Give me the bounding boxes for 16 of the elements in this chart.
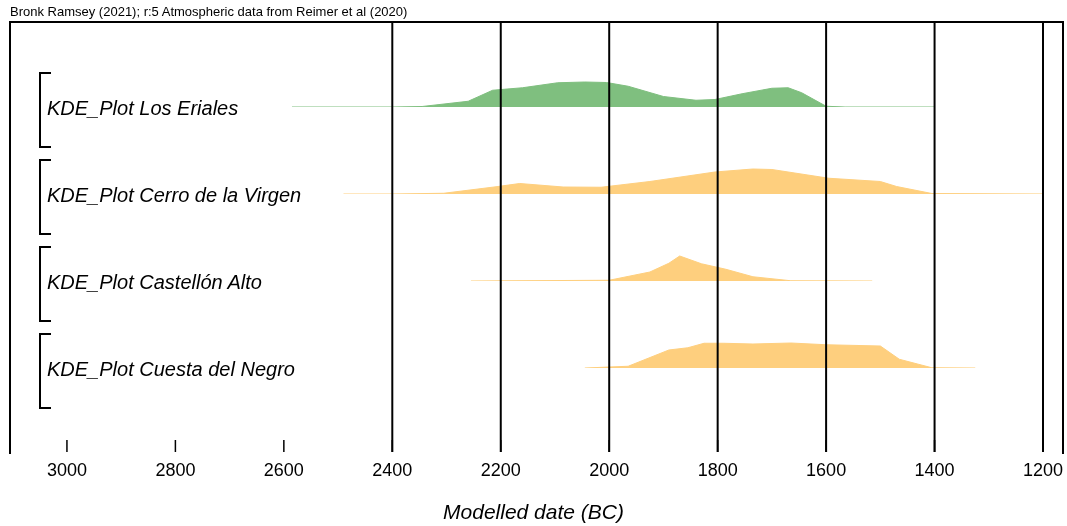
text: KDE_Plot Cerro de la Virgen <box>47 183 304 207</box>
x-tick-label: 2000 <box>589 459 630 480</box>
x-tick-label: 2400 <box>372 459 413 480</box>
text: KDE_Plot Cuesta del Negro <box>47 357 297 381</box>
x-tick-label: 1400 <box>914 459 955 480</box>
text: KDE_Plot Los Eriales <box>47 96 241 120</box>
x-tick-label: 1800 <box>697 459 738 480</box>
x-tick-label: 1600 <box>806 459 847 480</box>
x-tick-label: 2800 <box>155 459 196 480</box>
text: KDE_Plot Castellón Alto <box>47 270 264 294</box>
x-axis-title: Modelled date (BC) <box>442 500 625 524</box>
x-tick-label: 2600 <box>263 459 304 480</box>
text: Bronk Ramsey (2021); r:5 Atmospheric data from Reimer et al (2020) <box>10 4 408 19</box>
x-tick-label: 2200 <box>480 459 521 480</box>
x-tick-label: 3000 <box>46 459 87 480</box>
x-tick-label: 1200 <box>1023 459 1064 480</box>
